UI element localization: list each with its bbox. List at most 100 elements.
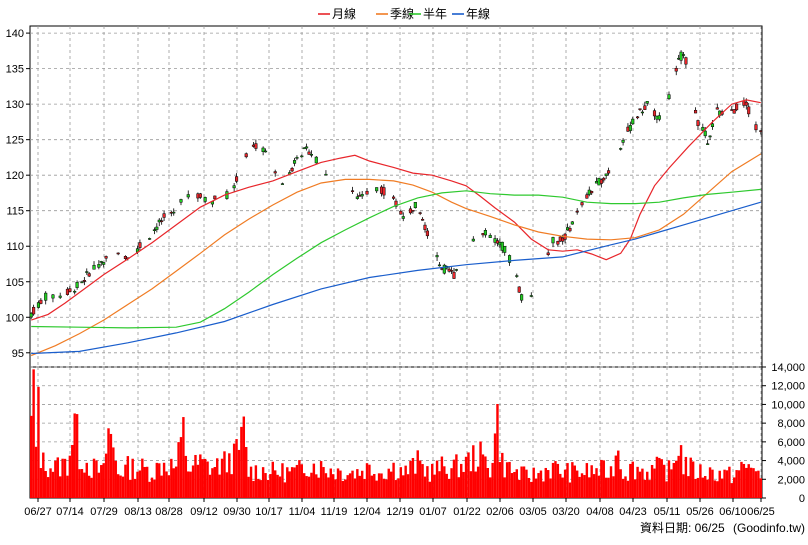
volume-bar <box>254 465 258 498</box>
volume-bar <box>92 458 96 498</box>
candle-body <box>324 173 328 176</box>
candle-body <box>435 255 439 258</box>
volume-bar <box>102 463 105 498</box>
candle-body <box>585 194 589 199</box>
candle-body <box>679 51 683 61</box>
candle-body <box>401 216 405 219</box>
volume-bar <box>158 463 161 498</box>
x-tick-label: 02/06 <box>486 506 514 518</box>
volume-bar <box>97 472 101 498</box>
volume-bar <box>351 470 354 498</box>
candle-body <box>515 275 519 277</box>
candle-body <box>694 109 698 114</box>
volume-bar <box>638 471 642 498</box>
volume-bar <box>73 413 76 498</box>
volume-bar <box>484 456 487 498</box>
candle-body <box>399 210 403 215</box>
candle-body <box>495 240 500 244</box>
volume-bar <box>493 433 497 498</box>
candle-body <box>710 123 715 127</box>
candle-body <box>244 153 248 158</box>
volume-bar <box>327 477 330 498</box>
volume-bar <box>211 468 214 498</box>
x-tick-label: 01/07 <box>419 506 447 518</box>
volume-bar <box>182 417 185 498</box>
candle-body <box>681 54 686 56</box>
volume-bar <box>544 467 547 498</box>
volume-bar <box>286 467 289 498</box>
volume-bar <box>532 467 535 498</box>
volume-bar <box>293 467 296 498</box>
candle-body <box>645 101 649 104</box>
price-tick-label: 115 <box>6 206 24 218</box>
candle-body <box>29 312 33 318</box>
legend-label-month: 月線 <box>332 6 356 21</box>
volume-bar <box>742 463 746 498</box>
volume-bar <box>496 404 499 498</box>
candle-body <box>529 295 533 297</box>
volume-bar <box>385 479 388 498</box>
volume-bar <box>607 477 610 498</box>
volume-bar <box>749 467 753 498</box>
volume-bar <box>223 451 226 498</box>
volume-bar <box>71 444 74 498</box>
volume-bar <box>363 478 366 498</box>
volume-bar <box>711 469 714 498</box>
volume-bar <box>341 480 345 498</box>
candle-body <box>307 151 311 155</box>
volume-bar <box>559 473 562 498</box>
volume-bar <box>56 457 59 498</box>
volume-bar <box>527 477 531 498</box>
volume-bar <box>713 480 717 498</box>
price-y-axis: 95 100 105 110 115 120 125 130 135 140 <box>6 28 30 360</box>
volume-bar <box>583 475 586 498</box>
volume-bar <box>568 482 572 498</box>
volume-bar <box>735 470 738 498</box>
candle-body <box>213 195 217 200</box>
volume-bar <box>271 461 274 498</box>
candle-body <box>735 103 739 111</box>
volume-bar <box>305 476 308 498</box>
volume-bar <box>252 480 255 498</box>
volume-bar <box>573 465 576 498</box>
volume-bar <box>191 465 195 498</box>
candle-body <box>80 281 84 284</box>
volume-bar <box>232 443 236 498</box>
volume-bar <box>373 474 376 498</box>
x-tick-label: 09/30 <box>223 506 251 518</box>
volume-bar <box>380 473 383 498</box>
volume-bar <box>600 459 603 498</box>
volume-bar <box>549 478 552 498</box>
volume-bar <box>148 481 151 498</box>
volume-bar <box>249 466 253 498</box>
volume-bar <box>677 455 680 498</box>
volume-bar <box>706 479 709 498</box>
volume-bar <box>179 437 183 498</box>
volume-bar <box>653 468 656 498</box>
volume-bar <box>508 461 511 498</box>
volume-bar <box>718 470 721 498</box>
volume-bar <box>510 473 514 498</box>
volume-bar <box>624 476 627 498</box>
candle-body <box>394 200 398 207</box>
price-tick-label: 135 <box>6 64 24 76</box>
volume-bar <box>153 479 156 498</box>
price-tick-label: 130 <box>6 99 24 111</box>
volume-bar <box>689 457 692 498</box>
volume-bar <box>30 415 33 498</box>
volume-bar <box>757 470 760 498</box>
volume-bar <box>472 445 475 498</box>
volume-bar <box>80 469 84 498</box>
volume-bar <box>588 477 591 498</box>
candle-body <box>75 282 79 288</box>
candle-body <box>454 269 458 271</box>
volume-bar <box>455 454 458 498</box>
candle-body <box>203 197 207 202</box>
volume-bar <box>655 456 659 498</box>
volume-bar <box>633 479 637 498</box>
volume-bar <box>518 479 521 498</box>
candle-body <box>652 110 657 117</box>
candle-body <box>263 150 268 153</box>
candle-body <box>607 170 611 174</box>
volume-bar <box>39 468 43 498</box>
